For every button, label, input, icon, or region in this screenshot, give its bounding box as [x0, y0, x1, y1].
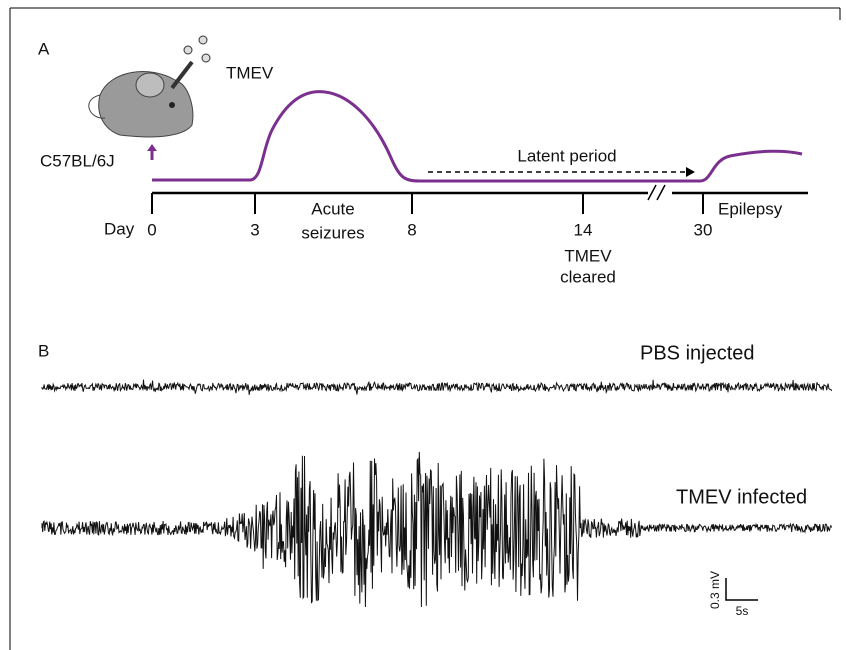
- mouse: [88, 71, 194, 138]
- arrow-head: [686, 167, 695, 177]
- virus-label: TMEV: [226, 63, 274, 82]
- event-label: Epilepsy: [718, 199, 783, 218]
- trace-label: TMEV infected: [676, 486, 807, 508]
- virus: [183, 35, 211, 63]
- event-label: Acute: [311, 199, 354, 218]
- scale-bar: [725, 578, 758, 601]
- eeg-trace: [41, 451, 833, 608]
- tick-label: 0: [147, 220, 156, 239]
- scale-label: 0.3 mV: [708, 571, 722, 609]
- eeg-trace: [41, 379, 833, 395]
- scale-label: 5s: [736, 604, 749, 618]
- seizure-curve: [152, 90, 803, 183]
- day-label: Day: [104, 219, 135, 238]
- event-label: TMEV: [564, 246, 612, 265]
- strain-label: C57BL/6J: [40, 151, 115, 170]
- tick-label: 14: [574, 220, 593, 239]
- panel-label: A: [38, 39, 50, 58]
- tick-label: 3: [250, 220, 259, 239]
- tick-label: 30: [694, 220, 713, 239]
- axis-break: [647, 184, 666, 201]
- latent-label: Latent period: [517, 146, 616, 165]
- panel-label: B: [38, 341, 49, 360]
- arrow-head: [147, 144, 157, 151]
- tick-label: 8: [407, 220, 416, 239]
- syringe: [170, 60, 194, 90]
- event-label: seizures: [301, 223, 364, 242]
- event-label: cleared: [560, 267, 616, 286]
- trace-label: PBS injected: [640, 342, 755, 364]
